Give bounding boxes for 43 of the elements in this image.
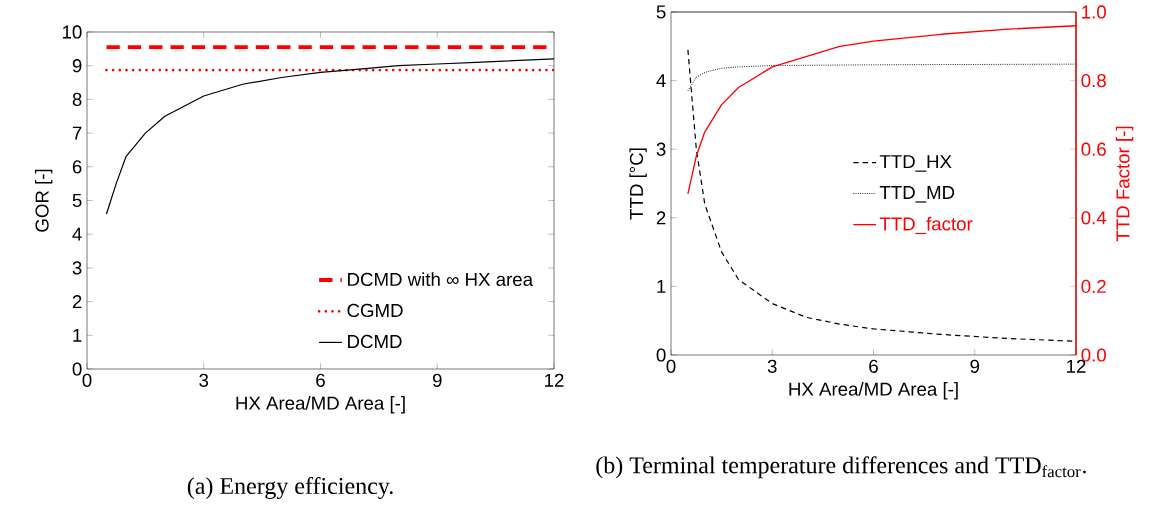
y-tick-label: 4 (656, 74, 666, 88)
x-axis-title: HX Area/MD Area [-] (789, 382, 958, 400)
y2-tick-label: 0.2 (1081, 279, 1106, 294)
x-axis-title: HX Area/MD Area [-] (236, 396, 405, 414)
x-tick-label: 9 (970, 359, 980, 373)
y2-tick-label: 0.4 (1081, 211, 1107, 225)
y-tick-label: 1 (657, 279, 666, 293)
y-axis-title: TTD [°C] (629, 148, 647, 220)
legend-label: TTD_MD (879, 186, 955, 203)
x-tick-label: 12 (545, 373, 564, 387)
text: (a) Energy efficiency. (187, 476, 393, 500)
y-tick-label: 3 (656, 142, 666, 156)
y-tick-label: 8 (72, 92, 82, 107)
x-tick-label: 6 (316, 373, 325, 387)
y2-tick-label: 0.8 (1081, 73, 1106, 88)
y-tick-label: 5 (656, 5, 666, 19)
y-tick-label: 2 (656, 211, 666, 225)
x-tick-label: 3 (767, 359, 777, 373)
y-tick-label: 5 (72, 193, 82, 208)
y-tick-label: 1 (73, 328, 82, 342)
y-tick-label: 7 (72, 126, 82, 140)
y-tick-label: 6 (72, 160, 82, 174)
legend-label: TTD_HX (879, 155, 952, 172)
y-tick-label: 0 (656, 348, 666, 362)
legend-label: CGMD (347, 303, 403, 318)
y-axis-title: GOR [-] (34, 169, 53, 232)
y-tick-label: 4 (72, 227, 82, 241)
legend-label: DCMD (348, 334, 402, 349)
legend-label: DCMD with ∞ HX area (348, 272, 534, 287)
y-tick-label: 9 (72, 59, 82, 73)
y2-axis-title: TTD Factor [-] (1115, 126, 1134, 242)
y-tick-label: 10 (62, 25, 82, 39)
x-tick-label: 3 (199, 373, 209, 387)
text: (b) Terminal temperature differences and TTD$_{factor}$. (596, 456, 1086, 479)
y2-tick-label: 1.0 (1082, 5, 1106, 19)
x-tick-label: 0 (666, 359, 676, 373)
y2-tick-label: 0.6 (1081, 142, 1106, 156)
legend-label: TTD_factor (879, 216, 973, 235)
x-tick-label: 0 (82, 373, 92, 387)
y-tick-label: 3 (72, 261, 82, 275)
x-tick-label: 9 (432, 373, 442, 387)
x-tick-label: 6 (869, 359, 878, 373)
y-tick-label: 2 (72, 295, 82, 309)
